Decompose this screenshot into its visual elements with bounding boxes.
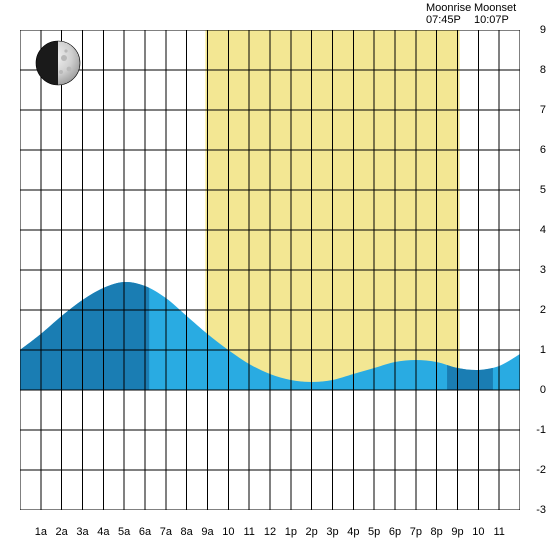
x-tick-label: 8a: [181, 526, 193, 538]
y-tick-label: -3: [536, 504, 546, 516]
plot-area: [20, 30, 520, 510]
x-axis: 1a 2a 3a 4a 5a 6a 7a 8a 9a 10 11 12 1p 2p 3p 4p 5p 6p 7p 8p…: [20, 526, 520, 542]
y-tick-label: 1: [540, 344, 546, 356]
y-tick-label: 6: [540, 144, 546, 156]
x-tick-label: 6a: [139, 526, 151, 538]
x-tick-label: 11: [243, 526, 254, 538]
x-tick-label: 2a: [56, 526, 68, 538]
y-tick-label: 9: [540, 24, 546, 36]
y-tick-label: 8: [540, 64, 546, 76]
x-tick-label: 5p: [368, 526, 380, 538]
moonset-time: 10:07P: [474, 14, 522, 26]
y-tick-label: 2: [540, 304, 546, 316]
x-tick-label: 12: [264, 526, 276, 538]
x-tick-label: 4p: [347, 526, 359, 538]
x-tick-label: 10: [222, 526, 234, 538]
x-tick-label: 1p: [285, 526, 297, 538]
x-tick-label: 3p: [326, 526, 338, 538]
y-tick-label: -2: [536, 464, 546, 476]
x-tick-label: 9a: [201, 526, 213, 538]
x-tick-label: 3a: [76, 526, 88, 538]
tide-chart: Moonrise Moonset 07:45P 10:07P 9 8 7 6 5 4 3 2 1…: [0, 0, 550, 550]
y-tick-label: 5: [540, 184, 546, 196]
x-tick-label: 9p: [451, 526, 463, 538]
x-tick-label: 4a: [97, 526, 109, 538]
moonrise-time: 07:45P: [426, 14, 474, 26]
x-tick-label: 6p: [389, 526, 401, 538]
x-tick-label: 7p: [410, 526, 422, 538]
x-tick-label: 8p: [431, 526, 443, 538]
moon-times-header: Moonrise Moonset 07:45P 10:07P: [426, 2, 522, 26]
x-tick-label: 11: [493, 526, 504, 538]
x-tick-label: 1a: [35, 526, 47, 538]
x-tick-label: 2p: [306, 526, 318, 538]
moonset-label: Moonset: [474, 2, 522, 14]
x-tick-label: 5a: [118, 526, 130, 538]
moon-phase-icon: [35, 40, 81, 86]
y-tick-label: -1: [536, 424, 546, 436]
chart-svg: [20, 30, 520, 510]
y-tick-label: 3: [540, 264, 546, 276]
y-axis: 9876543210-1-2-3: [528, 30, 546, 510]
x-tick-label: 7a: [160, 526, 172, 538]
y-tick-label: 0: [540, 384, 546, 396]
y-tick-label: 7: [540, 104, 546, 116]
y-tick-label: 4: [540, 224, 546, 236]
moonrise-label: Moonrise: [426, 2, 474, 14]
x-tick-label: 10: [472, 526, 484, 538]
